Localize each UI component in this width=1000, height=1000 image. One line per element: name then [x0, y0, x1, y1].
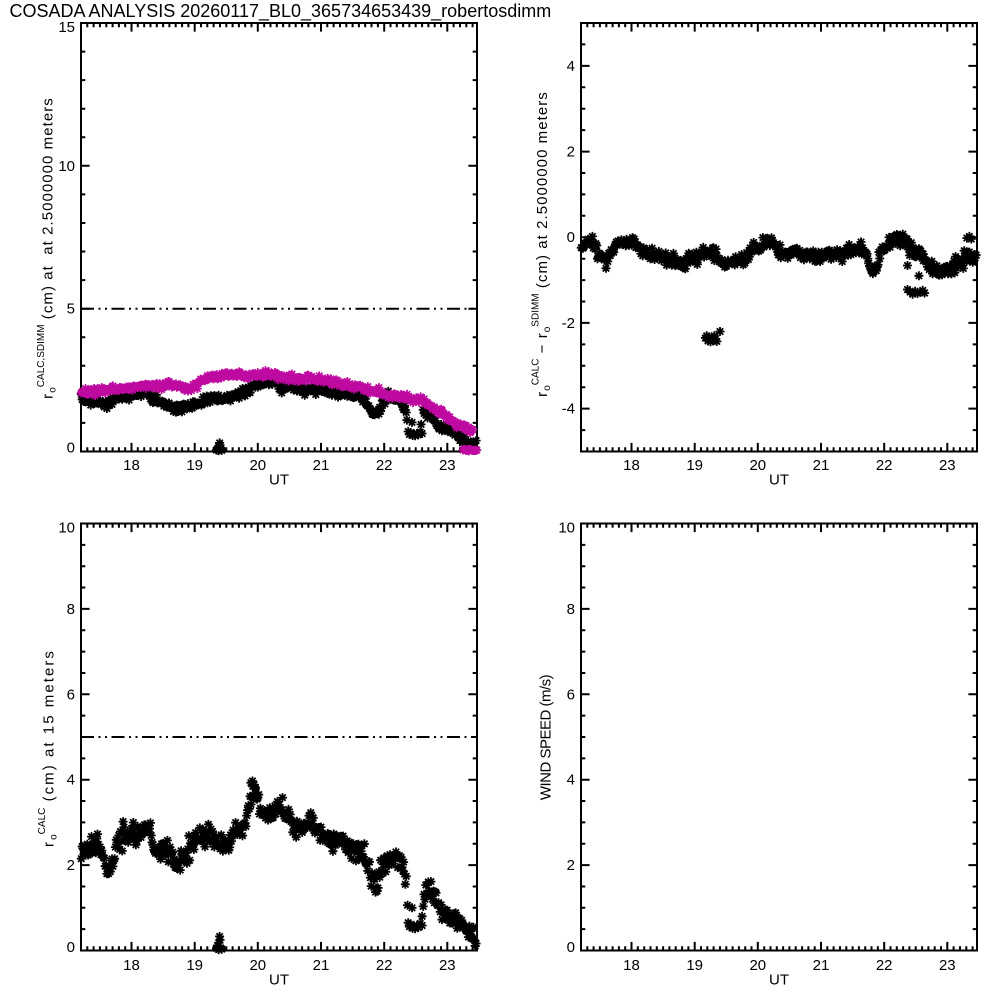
svg-text:4: 4 [67, 772, 75, 789]
svg-text:15: 15 [58, 19, 75, 36]
svg-text:21: 21 [313, 957, 330, 974]
svg-text:ro​CALC,SDIMM​ (cm) at at 2.5: ro​CALC,SDIMM​ (cm) at at 2.5000000 mete… [36, 97, 59, 399]
svg-text:-2: -2 [562, 315, 575, 332]
svg-text:18: 18 [123, 957, 140, 974]
svg-text:4: 4 [567, 58, 575, 75]
svg-text:8: 8 [567, 601, 575, 618]
svg-text:19: 19 [186, 457, 203, 474]
svg-text:0: 0 [67, 939, 75, 956]
svg-text:23: 23 [939, 457, 956, 474]
svg-text:4: 4 [567, 772, 575, 789]
svg-text:8: 8 [67, 601, 75, 618]
svg-text:6: 6 [567, 686, 575, 703]
svg-text:2: 2 [567, 144, 575, 161]
svg-text:2: 2 [67, 857, 75, 874]
svg-text:23: 23 [939, 957, 956, 974]
svg-text:UT: UT [269, 472, 289, 489]
svg-text:ro​CALC​ (cm) at 15 meters: ro​CALC​ (cm) at 15 meters [37, 649, 60, 847]
svg-text:0: 0 [567, 229, 575, 246]
svg-text:22: 22 [876, 957, 893, 974]
svg-text:19: 19 [186, 957, 203, 974]
svg-text:20: 20 [749, 957, 766, 974]
svg-text:0: 0 [67, 440, 75, 457]
svg-text:6: 6 [67, 686, 75, 703]
svg-text:23: 23 [439, 957, 456, 974]
svg-text:21: 21 [313, 457, 330, 474]
svg-text:WIND SPEED (m/s): WIND SPEED (m/s) [538, 674, 555, 800]
svg-text:10: 10 [58, 158, 75, 175]
svg-text:-4: -4 [562, 401, 575, 418]
svg-text:ro​CALC​ − ro​SDIMM​ (cm) at 2: ro​CALC​ − ro​SDIMM​ (cm) at 2.5000000 m… [531, 91, 554, 397]
svg-text:10: 10 [58, 520, 75, 537]
svg-text:18: 18 [123, 457, 140, 474]
svg-text:5: 5 [67, 301, 75, 318]
svg-text:UT: UT [269, 972, 289, 989]
svg-text:19: 19 [686, 957, 703, 974]
svg-text:21: 21 [813, 957, 830, 974]
svg-text:18: 18 [623, 457, 640, 474]
svg-text:22: 22 [876, 457, 893, 474]
svg-text:UT: UT [769, 472, 789, 489]
svg-text:21: 21 [813, 457, 830, 474]
svg-text:COSADA ANALYSIS 20260117_BL0_3: COSADA ANALYSIS 20260117_BL0_36573465343… [10, 1, 552, 22]
svg-text:20: 20 [749, 457, 766, 474]
svg-text:22: 22 [376, 457, 393, 474]
svg-text:10: 10 [558, 520, 575, 537]
svg-text:22: 22 [376, 957, 393, 974]
svg-text:19: 19 [686, 457, 703, 474]
svg-text:20: 20 [249, 457, 266, 474]
svg-text:0: 0 [567, 939, 575, 956]
svg-text:18: 18 [623, 957, 640, 974]
svg-text:23: 23 [439, 457, 456, 474]
svg-text:2: 2 [567, 857, 575, 874]
svg-text:20: 20 [249, 957, 266, 974]
svg-text:UT: UT [769, 972, 789, 989]
